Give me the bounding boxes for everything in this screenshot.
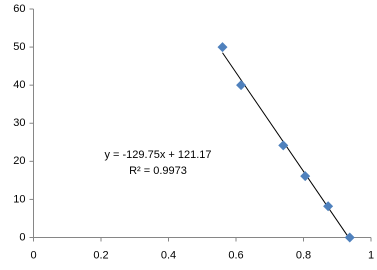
r-squared: R² = 0.9973: [129, 165, 187, 177]
y-tick-label: 40: [13, 79, 25, 91]
y-tick-label: 50: [13, 41, 25, 53]
y-tick-label: 30: [13, 117, 25, 129]
y-tick-label: 60: [13, 3, 25, 15]
point: [323, 201, 334, 212]
point: [344, 232, 355, 243]
point: [300, 171, 311, 182]
x-tick-label: 0: [30, 249, 36, 261]
point: [217, 42, 228, 53]
point: [278, 140, 289, 151]
x-tick-label: 0.6: [228, 249, 243, 261]
y-tick-label: 20: [13, 155, 25, 167]
x-tick-label: 1: [368, 249, 374, 261]
y-tick-label: 10: [13, 193, 25, 205]
x-tick-label: 0.8: [296, 249, 311, 261]
x-tick-label: 0.2: [93, 249, 108, 261]
point: [236, 80, 247, 91]
equation: y = -129.75x + 121.17: [104, 149, 211, 161]
x-tick-label: 0.4: [161, 249, 176, 261]
y-tick-label: 0: [19, 231, 25, 243]
